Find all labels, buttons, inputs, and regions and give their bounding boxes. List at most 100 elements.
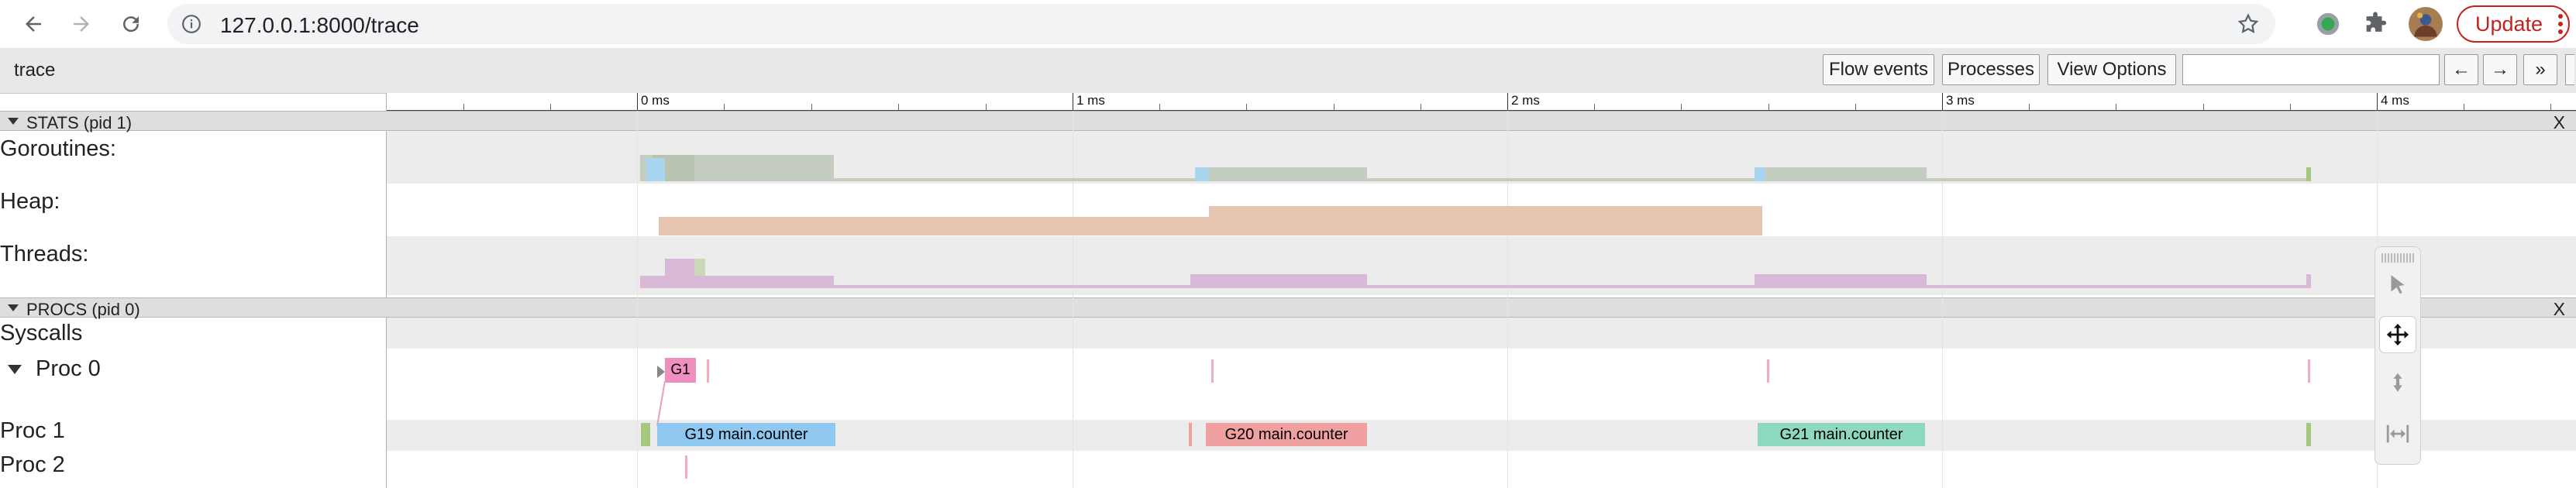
processes-button[interactable]: Processes bbox=[1942, 54, 2040, 85]
goroutines-counter-block[interactable] bbox=[1195, 167, 1367, 181]
search-input[interactable] bbox=[2182, 54, 2440, 85]
ruler-minor-tick bbox=[898, 104, 899, 110]
ruler-minor-tick bbox=[2550, 104, 2551, 110]
forward-button[interactable] bbox=[64, 6, 99, 42]
ruler-minor-tick bbox=[1159, 104, 1160, 110]
bookmark-star-icon[interactable] bbox=[2237, 12, 2260, 36]
goroutines-runnable-block[interactable] bbox=[1755, 167, 1765, 181]
menu-dots-icon bbox=[2558, 14, 2563, 34]
goroutines-runnable-block[interactable] bbox=[646, 158, 665, 181]
heap-alloc-block[interactable] bbox=[1209, 206, 1762, 217]
label-column-border bbox=[386, 93, 387, 488]
ruler-label: 1 ms bbox=[1076, 93, 1105, 108]
pan-mode-button[interactable] bbox=[2380, 317, 2416, 352]
g20-slice[interactable]: G20 main.counter bbox=[1206, 423, 1367, 446]
stats-close-button[interactable]: X bbox=[2553, 112, 2565, 132]
syscalls-label: Syscalls bbox=[0, 321, 83, 345]
syscalls-track[interactable] bbox=[387, 318, 2576, 349]
ruler-label: 3 ms bbox=[1946, 93, 1975, 108]
ruler-minor-tick bbox=[724, 104, 725, 110]
ruler-minor-tick bbox=[2290, 104, 2291, 110]
url-text[interactable]: 127.0.0.1:8000/trace bbox=[220, 13, 419, 37]
time-ruler[interactable]: 0 ms 1 ms 2 ms 3 ms 4 ms bbox=[387, 93, 2576, 111]
extensions-puzzle-icon[interactable] bbox=[2362, 11, 2388, 37]
reload-button[interactable] bbox=[113, 6, 149, 42]
collapse-triangle-icon[interactable] bbox=[8, 304, 19, 311]
profile-avatar-icon[interactable] bbox=[2409, 7, 2443, 41]
collapse-triangle-icon[interactable] bbox=[8, 118, 19, 125]
back-button[interactable] bbox=[15, 6, 51, 42]
threads-counter-block[interactable] bbox=[1755, 274, 1927, 288]
ruler-minor-tick bbox=[1246, 104, 1247, 110]
proc0-tick-mark[interactable] bbox=[707, 359, 709, 383]
forward-arrow-icon bbox=[74, 16, 89, 32]
ruler-label: 4 ms bbox=[2381, 93, 2409, 108]
proc1-gc-slice[interactable] bbox=[2306, 423, 2311, 446]
ruler-tick bbox=[1507, 93, 1508, 110]
update-button[interactable]: Update bbox=[2457, 5, 2570, 43]
procs-close-button[interactable]: X bbox=[2553, 299, 2565, 319]
threads-counter-block[interactable] bbox=[640, 276, 834, 288]
next-button[interactable]: → bbox=[2483, 54, 2517, 85]
extension-circle-icon[interactable] bbox=[2315, 11, 2341, 37]
flow-events-button[interactable]: Flow events bbox=[1823, 54, 1934, 85]
procs-group-header[interactable]: PROCS (pid 0) X bbox=[0, 297, 2576, 319]
ruler-minor-tick bbox=[811, 104, 812, 110]
ruler-label: 2 ms bbox=[1511, 93, 1540, 108]
flow-arrow-icon bbox=[657, 366, 665, 378]
proc2-tick-mark[interactable] bbox=[685, 455, 687, 479]
proc0-label: Proc 0 bbox=[36, 356, 101, 381]
goroutines-runnable-block[interactable] bbox=[1195, 167, 1209, 181]
threads-label: Threads: bbox=[0, 242, 89, 266]
threads-syscall-block[interactable] bbox=[694, 259, 705, 276]
ruler-minor-tick bbox=[1855, 104, 1856, 110]
proc0-tick-mark[interactable] bbox=[1211, 359, 1214, 383]
ruler-tick bbox=[1942, 93, 1943, 110]
prev-button[interactable]: ← bbox=[2444, 54, 2478, 85]
back-arrow-icon bbox=[26, 16, 41, 32]
mouse-mode-selector[interactable] bbox=[2375, 246, 2421, 465]
ruler-minor-tick bbox=[1681, 104, 1682, 110]
trace-toolbar: trace Flow events Processes View Options… bbox=[0, 48, 2576, 94]
g21-slice[interactable]: G21 main.counter bbox=[1758, 423, 1925, 446]
address-bar[interactable]: 127.0.0.1:8000/trace bbox=[167, 4, 2275, 44]
g1-slice[interactable]: G1 bbox=[665, 358, 696, 383]
goroutines-label: Goroutines: bbox=[0, 136, 116, 161]
ruler-minor-tick bbox=[1768, 104, 1769, 110]
proc2-track[interactable] bbox=[387, 451, 2576, 488]
proc0-track[interactable] bbox=[387, 349, 2576, 420]
update-label: Update bbox=[2475, 12, 2543, 36]
ruler-minor-tick bbox=[1594, 104, 1595, 110]
threads-counter-block[interactable] bbox=[1190, 274, 1367, 288]
goroutines-counter-block[interactable] bbox=[1755, 167, 1927, 181]
goroutines-baseline bbox=[834, 178, 2309, 181]
view-options-button[interactable]: View Options bbox=[2047, 54, 2176, 85]
ruler-minor-tick bbox=[463, 104, 464, 110]
trace-title: trace bbox=[14, 60, 56, 81]
threads-counter-block[interactable] bbox=[2306, 274, 2311, 288]
ruler-minor-tick bbox=[550, 104, 551, 110]
heap-alloc-block[interactable] bbox=[659, 217, 1762, 235]
proc0-tick-mark[interactable] bbox=[1767, 359, 1769, 383]
proc1-gc-slice[interactable] bbox=[641, 423, 650, 446]
ruler-tick bbox=[637, 93, 638, 110]
more-button[interactable]: » bbox=[2523, 54, 2557, 85]
reload-icon bbox=[123, 16, 139, 33]
selection-mode-button[interactable] bbox=[2380, 267, 2416, 303]
move-cross-icon bbox=[2386, 323, 2409, 346]
expand-triangle-icon[interactable] bbox=[8, 365, 22, 375]
cursor-arrow-icon bbox=[2391, 275, 2405, 294]
timing-mode-button[interactable] bbox=[2380, 416, 2416, 452]
proc1-tick-mark[interactable] bbox=[1189, 423, 1192, 446]
info-icon bbox=[182, 15, 201, 33]
gridline bbox=[1507, 111, 1508, 488]
zoom-mode-button[interactable] bbox=[2380, 366, 2416, 402]
gridline bbox=[637, 111, 638, 488]
drag-grip[interactable] bbox=[2381, 253, 2414, 263]
ruler-minor-tick bbox=[2029, 104, 2030, 110]
g19-slice[interactable]: G19 main.counter bbox=[657, 423, 835, 446]
stats-group-header[interactable]: STATS (pid 1) X bbox=[0, 111, 2576, 132]
proc2-label: Proc 2 bbox=[0, 452, 65, 477]
goroutines-counter-block[interactable] bbox=[2306, 167, 2311, 181]
proc0-tick-mark[interactable] bbox=[2308, 359, 2310, 383]
